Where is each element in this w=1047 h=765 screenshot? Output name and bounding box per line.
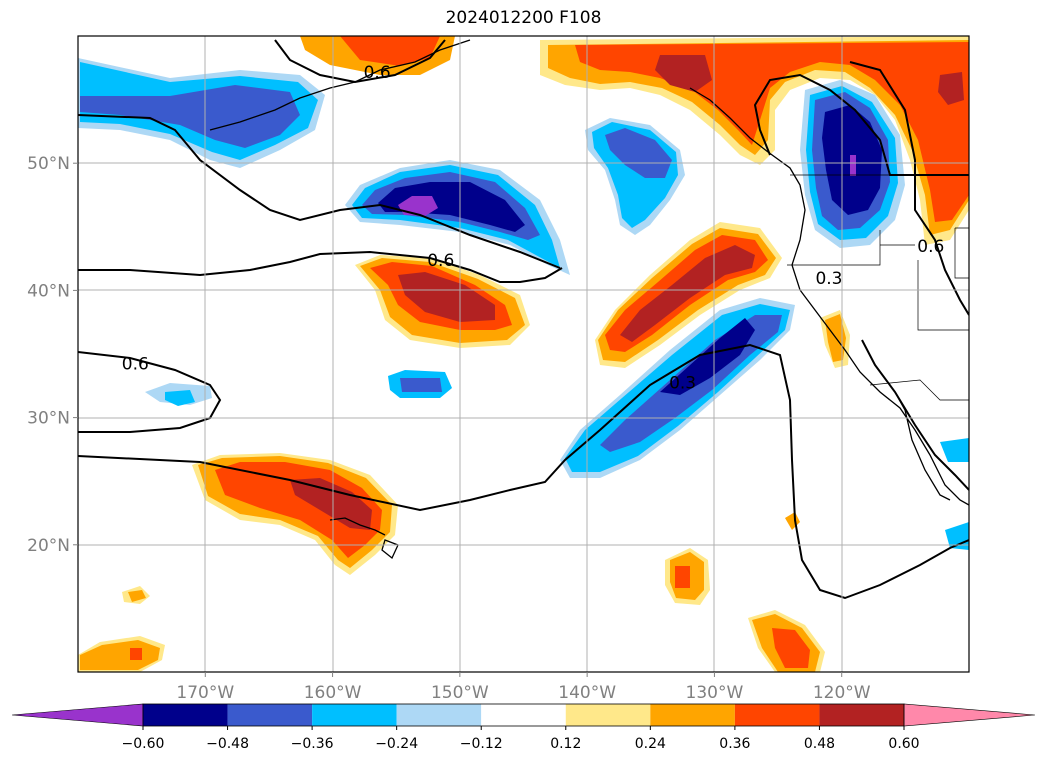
country-borders — [787, 174, 969, 401]
lon-tick-label: 130°W — [686, 683, 744, 703]
colorbar-labels: −0.60 −0.48 −0.36 −0.24 −0.12 0.12 0.24 0.36 0.4… — [122, 726, 920, 752]
colorbar-tick-label: 0.24 — [635, 736, 666, 752]
colorbar-tick-label: 0.48 — [804, 736, 835, 752]
colorbar-segment — [227, 704, 313, 726]
colorbar-tick-label: 0.12 — [550, 736, 581, 752]
colorbar-segment — [565, 704, 651, 726]
colorbar-tick-label: −0.36 — [291, 736, 334, 752]
map-frame — [77, 35, 970, 673]
colorbar-tick-label: 0.36 — [719, 736, 750, 752]
lon-tick-label: 120°W — [813, 683, 871, 703]
colorbar-min-extend — [11, 703, 144, 727]
contour-label: 0.6 — [917, 237, 944, 257]
colorbar-segment — [819, 704, 904, 726]
colorbar-tick-label: −0.24 — [375, 736, 418, 752]
contour-label: 0.6 — [122, 354, 149, 374]
map-plot-area: 0.6 0.6 0.6 0.3 0.3 0.6 — [78, 36, 969, 672]
colorbar-segment — [650, 704, 735, 726]
graticule — [78, 36, 969, 672]
colorbar-outline — [142, 703, 905, 727]
contour-labels: 0.6 0.6 0.6 0.3 0.3 0.6 — [122, 63, 945, 393]
colorbar: −0.60 −0.48 −0.36 −0.24 −0.12 0.12 0.24 0.36 0.4… — [11, 703, 1036, 752]
contour-label: 0.6 — [427, 251, 454, 271]
lon-tick-label: 140°W — [558, 683, 616, 703]
positive-anomaly-north — [300, 36, 969, 245]
colorbar-max-extend — [903, 703, 1036, 727]
colorbar-tick-label: 0.60 — [888, 736, 919, 752]
lat-tick-label: 50°N — [27, 154, 70, 174]
lat-tick-label: 20°N — [27, 536, 70, 556]
colorbar-tick-label: −0.12 — [460, 736, 503, 752]
colorbar-segment — [481, 704, 566, 726]
lat-tick-label: 40°N — [27, 281, 70, 301]
colorbar-tick-label: −0.60 — [122, 736, 165, 752]
contour-label: 0.3 — [669, 373, 696, 393]
contour-label: 0.3 — [815, 269, 842, 289]
lat-tick-label: 30°N — [27, 409, 70, 429]
colorbar-segment — [734, 704, 820, 726]
axis-tick-labels: 170°W 160°W 150°W 140°W 130°W 120°W 20°N 30°N 40… — [27, 154, 871, 703]
lon-tick-label: 160°W — [304, 683, 362, 703]
negative-anomaly-regions — [78, 58, 969, 550]
lon-tick-label: 150°W — [431, 683, 489, 703]
colorbar-segment — [312, 704, 397, 726]
contour-label: 0.6 — [364, 63, 391, 83]
colorbar-tick-label: −0.48 — [206, 736, 249, 752]
colorbar-segment — [396, 704, 482, 726]
coastlines — [209, 39, 969, 560]
colorbar-segment — [143, 704, 228, 726]
colorbar-segments — [11, 703, 1036, 727]
lon-tick-label: 170°W — [176, 683, 234, 703]
map-title: 2024012200 F108 — [445, 8, 602, 28]
